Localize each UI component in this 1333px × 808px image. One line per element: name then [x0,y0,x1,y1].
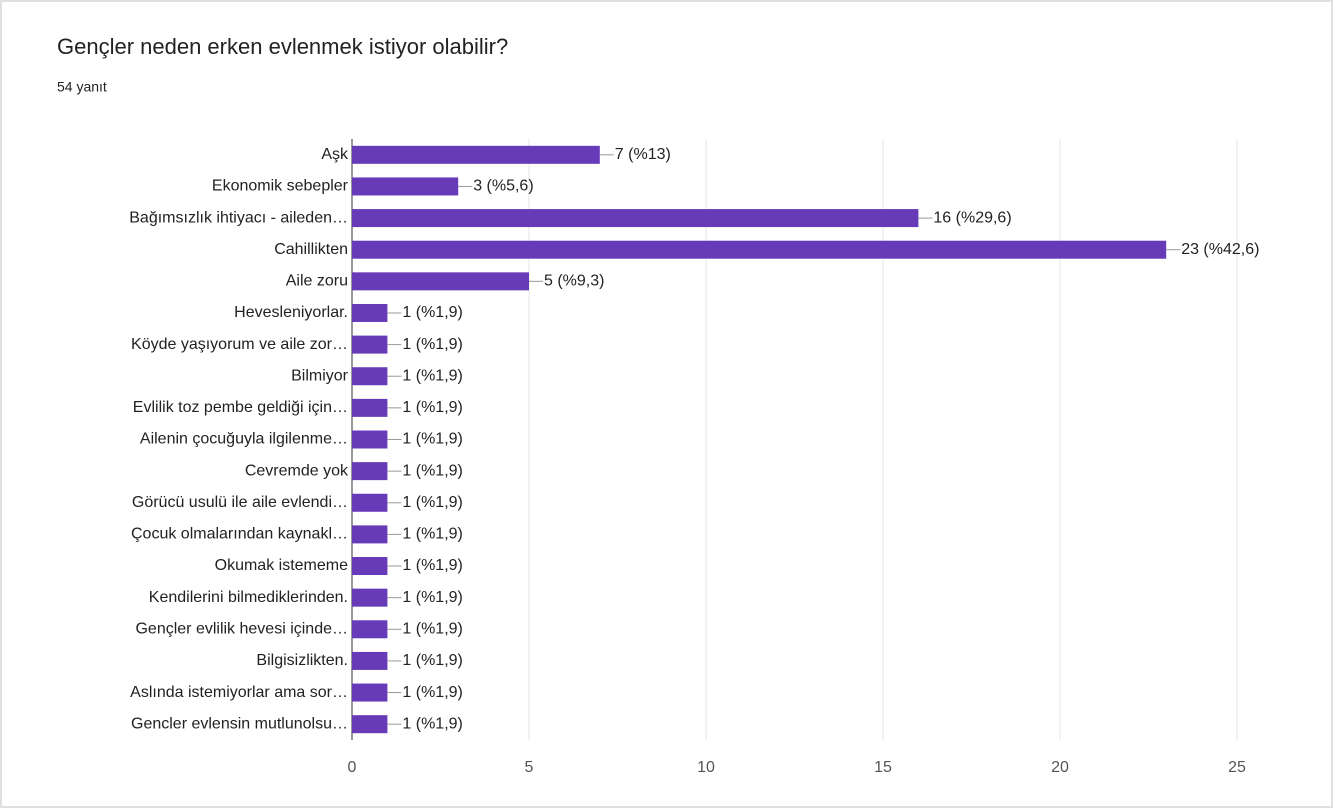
bar [352,145,600,164]
value-label: 5 (%9,3) [544,273,604,290]
value-label: 16 (%29,6) [933,209,1011,226]
bar [352,430,388,449]
value-label: 1 (%1,9) [402,652,462,669]
x-tick-label: 25 [1228,759,1246,776]
value-label: 1 (%1,9) [402,494,462,511]
bar [352,272,529,291]
bar [352,398,388,417]
bar [352,209,919,228]
y-tick-label: Evlilik toz pembe geldiği için… [133,399,348,416]
y-tick-label: Görücü usulü ile aile evlendi… [132,494,348,511]
bar [352,683,388,702]
y-tick-label: Aslında istemiyorlar ama sor… [130,684,348,701]
x-tick-label: 20 [1051,759,1069,776]
value-label: 1 (%1,9) [402,336,462,353]
chart-title: Gençler neden erken evlenmek istiyor ola… [57,34,508,59]
y-tick-label: Kendilerini bilmediklerinden. [149,589,348,606]
bar [352,177,459,196]
y-tick-label: Cahillikten [274,241,348,258]
value-label: 1 (%1,9) [402,304,462,321]
x-tick-label: 10 [697,759,715,776]
y-tick-label: Cevremde yok [245,462,349,479]
value-label: 1 (%1,9) [402,684,462,701]
value-label: 1 (%1,9) [402,367,462,384]
value-label: 1 (%1,9) [402,589,462,606]
value-label: 1 (%1,9) [402,715,462,732]
value-label: 1 (%1,9) [402,431,462,448]
y-tick-label: Gencler evlensin mutlunolsu… [131,715,348,732]
y-tick-label: Bilmiyor [291,367,349,384]
bar [352,525,388,544]
bar [352,240,1167,259]
bar [352,620,388,639]
y-tick-label: Aile zoru [286,273,348,290]
value-label: 1 (%1,9) [402,621,462,638]
x-tick-label: 15 [874,759,892,776]
y-tick-label: Bilgisizlikten. [256,652,348,669]
y-tick-label: Çocuk olmalarından kaynakl… [131,526,348,543]
y-tick-label: Bağımsızlık ihtiyacı - aileden… [129,209,348,226]
value-label: 1 (%1,9) [402,526,462,543]
value-label: 7 (%13) [615,146,671,163]
value-label: 1 (%1,9) [402,557,462,574]
y-tick-label: Aşk [321,146,349,163]
bar [352,557,388,576]
y-tick-label: Okumak istememe [215,557,348,574]
x-tick-label: 0 [348,759,357,776]
y-tick-label: Hevesleniyorlar. [234,304,348,321]
bar [352,335,388,354]
x-tick-label: 5 [525,759,534,776]
y-tick-label: Ailenin çocuğuyla ilgilenme… [140,431,348,448]
y-tick-label: Gençler evlilik hevesi içinde… [135,621,348,638]
bar [352,493,388,512]
bar [352,715,388,734]
value-label: 1 (%1,9) [402,462,462,479]
y-tick-label: Ekonomik sebepler [212,178,349,195]
chart-subtitle: 54 yanıt [57,79,107,95]
value-label: 23 (%42,6) [1181,241,1259,258]
bar [352,462,388,481]
bar [352,651,388,670]
value-label: 1 (%1,9) [402,399,462,416]
bar [352,588,388,607]
bar [352,367,388,386]
bar [352,303,388,322]
value-label: 3 (%5,6) [473,178,533,195]
y-tick-label: Köyde yaşıyorum ve aile zor… [131,336,348,353]
